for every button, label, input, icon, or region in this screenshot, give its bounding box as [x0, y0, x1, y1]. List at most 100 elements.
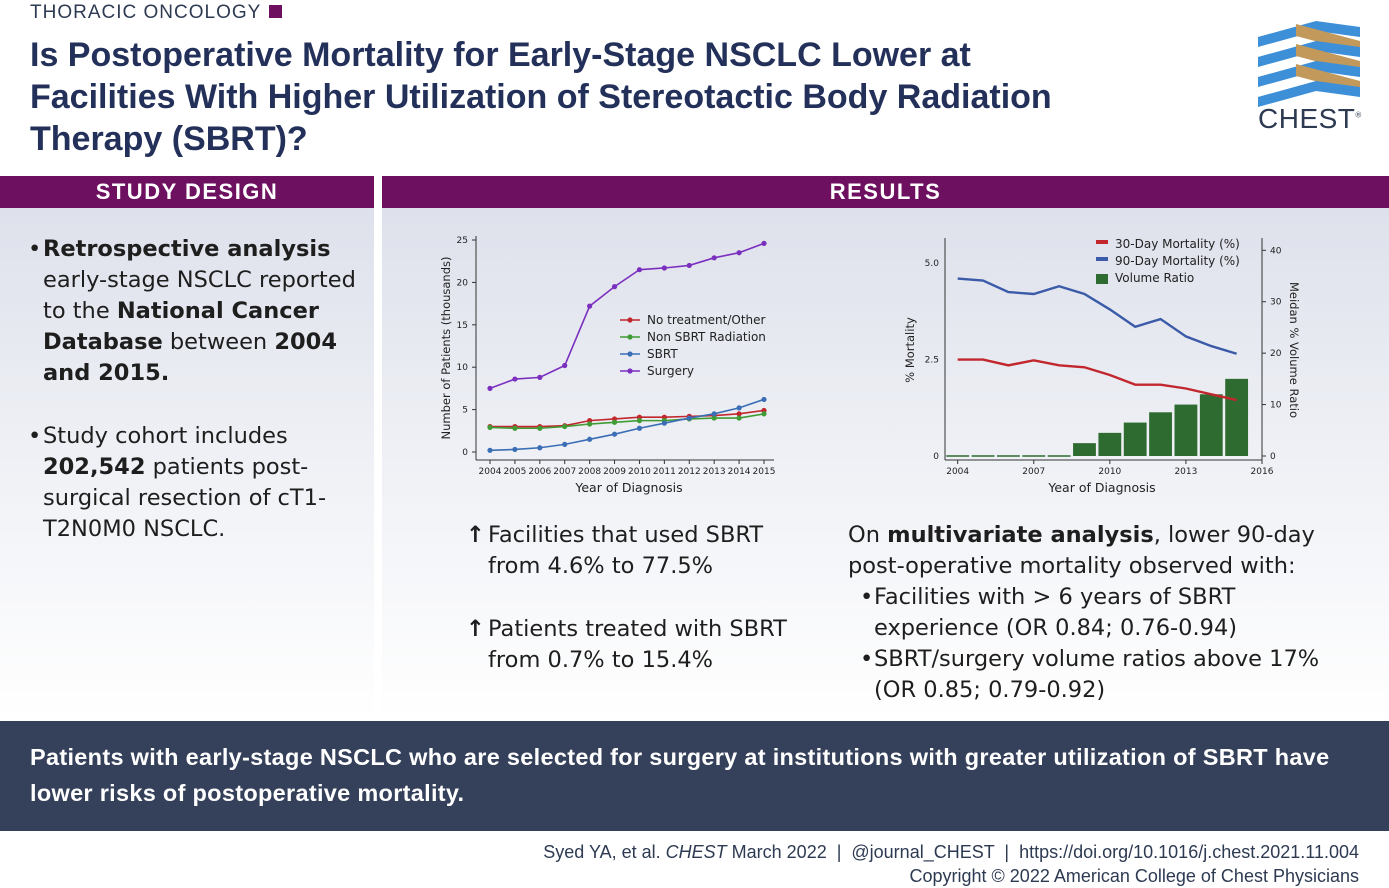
chart1-x-label: Year of Diagnosis: [574, 480, 682, 495]
chart1-data-point: [686, 262, 692, 269]
chart2-y-tick-label: 0: [933, 452, 939, 462]
chart1-data-point: [487, 447, 493, 453]
chart1-legend-label: No treatment/Other: [647, 313, 766, 327]
citation-rest[interactable]: March 2022 | @journal_CHEST | https://do…: [726, 842, 1359, 862]
chart1-data-point: [761, 240, 767, 246]
results-heading: RESULTS: [382, 176, 1389, 208]
chart2-x-tick-label: 2016: [1251, 467, 1274, 477]
study-design-panel: STUDY DESIGN • Retrospective analysis ea…: [0, 176, 374, 721]
chart1-series-line: [490, 409, 765, 428]
chart1-y-tick-label: 20: [457, 278, 469, 288]
chart1-data-point: [661, 265, 667, 271]
chart1-data-point: [512, 446, 518, 453]
logo-text: CHEST®: [1258, 103, 1362, 135]
bullet-text: between: [162, 329, 275, 355]
multi-suffix: , lower 90-day post-operative mortality …: [848, 522, 1315, 579]
multivariate-intro: On multivariate analysis, lower 90-day p…: [848, 520, 1353, 582]
chart1-data-point: [711, 415, 717, 421]
section-marker: [269, 5, 283, 18]
chart2-legend-marker: [1096, 257, 1108, 261]
chart2-legend-marker: [1096, 274, 1108, 284]
chart1-data-point: [636, 418, 643, 424]
chart1-series-line: [489, 242, 765, 390]
chart1-data-point: [512, 376, 518, 382]
chart1-x-tick-label: 2009: [603, 467, 626, 477]
chart2-legend-label: Volume Ratio: [1115, 271, 1194, 285]
chart1-data-point: [686, 415, 692, 421]
chart1-legend-marker: [627, 334, 633, 340]
conclusion-text: Patients with early-stage NSCLC who are …: [30, 744, 1330, 806]
chart1-x-tick-label: 2010: [628, 467, 651, 477]
logo-wordmark: CHEST: [1258, 103, 1356, 134]
chart2-legend-label: 30-Day Mortality (%): [1115, 237, 1240, 251]
up-arrow-icon: ↑: [466, 522, 485, 548]
logo-registered-mark: ®: [1355, 110, 1362, 120]
finding-1-text: Facilities that used SBRT from 4.6% to 7…: [488, 522, 764, 579]
chart2-x-tick-label: 2004: [946, 467, 969, 477]
study-design-heading: STUDY DESIGN: [0, 176, 374, 208]
chart1-y-tick-label: 10: [457, 363, 469, 373]
multivariate-block: On multivariate analysis, lower 90-day p…: [848, 520, 1353, 706]
mortality-chart: 0 2.5 5.0 0 10 20 30 40 2004 2007 2010 2013 2016 Yea…: [903, 237, 1301, 495]
bullet-text: patients post-surgical resection of cT1-…: [43, 454, 327, 542]
chart2-x-label: Year of Diagnosis: [1047, 480, 1155, 495]
chart2-volume-bar: [1098, 432, 1122, 456]
chart1-x-tick-label: 2006: [528, 467, 551, 477]
bullet-dot: •: [28, 423, 42, 449]
bullet-bold-text: National Cancer Database: [43, 298, 319, 355]
citation-authors: Syed YA, et al.: [543, 842, 666, 862]
bullet-dot: •: [860, 646, 874, 672]
copyright: Copyright © 2022 American College of Che…: [909, 866, 1360, 886]
section-label-text: THORACIC ONCOLOGY: [30, 2, 262, 23]
list-item: • Facilities with > 6 years of SBRT exper…: [848, 582, 1353, 644]
chart1-data-point: [562, 441, 568, 447]
chart2-series-line: [957, 277, 1237, 355]
chart2-y2-tick-label: 20: [1270, 349, 1282, 359]
study-bullet-1: Retrospective analysis early-stage NSCLC…: [43, 234, 358, 389]
citation-line[interactable]: Syed YA, et al. CHEST March 2022 | @jour…: [543, 840, 1359, 864]
bullet-dot: •: [28, 236, 42, 262]
chart1-legend-marker: [627, 317, 633, 323]
chart1-legend-label: Non SBRT Radiation: [647, 330, 766, 344]
bullet-bold-text: Retrospective analysis: [43, 236, 331, 262]
chart2-volume-bar: [1149, 412, 1172, 456]
list-item: • Retrospective analysis early-stage NSC…: [28, 234, 358, 389]
bullet-bold-text: 202,542: [43, 454, 146, 480]
chart1-legend-marker: [627, 368, 633, 374]
list-item: • Study cohort includes 202,542 patients…: [28, 421, 358, 545]
chart1-data-point: [537, 425, 543, 431]
chart2-y2-tick-label: 30: [1270, 298, 1282, 308]
chart2-x-tick-label: 2013: [1174, 467, 1197, 477]
chart2-y2-tick-label: 0: [1270, 452, 1276, 462]
bullet-text: early-stage NSCLC reported to the: [43, 267, 356, 324]
finding-2-text: Patients treated with SBRT from 0.7% to …: [488, 616, 787, 673]
chart1-data-point: [587, 436, 593, 442]
finding-1: ↑ Facilities that used SBRT from 4.6% to …: [466, 520, 796, 582]
chart1-data-point: [611, 431, 618, 437]
chart2-legend-label: 90-Day Mortality (%): [1115, 254, 1240, 268]
up-arrow-icon: ↑: [466, 616, 485, 642]
chest-logo-icon[interactable]: [1256, 4, 1362, 134]
multivariate-bullet-2: SBRT/surgery volume ratios above 17% (OR…: [874, 646, 1320, 703]
chart2-volume-bar: [1174, 404, 1198, 456]
multi-bold: multivariate analysis: [887, 522, 1154, 548]
chart2-y2-tick-label: 10: [1270, 401, 1282, 411]
chart1-y-tick-label: 25: [457, 236, 468, 246]
chart1-x-tick-label: 2014: [728, 467, 751, 477]
chart2-y-tick-label: 5.0: [925, 259, 940, 269]
chart1-x-tick-label: 2012: [678, 467, 701, 477]
chart1-legend-label: SBRT: [647, 347, 678, 361]
chart1-data-point: [761, 396, 767, 403]
bullet-bold-text: 2004 and 2015.: [43, 329, 337, 386]
chart1-data-point: [512, 425, 518, 431]
chart1-x-tick-label: 2007: [553, 467, 576, 477]
chart1-y-tick-label: 5: [462, 406, 468, 416]
citation-journal: CHEST: [665, 842, 727, 862]
chart1-data-point: [711, 411, 717, 417]
chart1-series-line: [489, 398, 765, 452]
chart2-y-label: % Mortality: [903, 317, 917, 383]
chart1-x-tick-label: 2004: [479, 467, 502, 477]
chart1-data-point: [736, 405, 742, 411]
chart1-data-point: [587, 303, 593, 309]
